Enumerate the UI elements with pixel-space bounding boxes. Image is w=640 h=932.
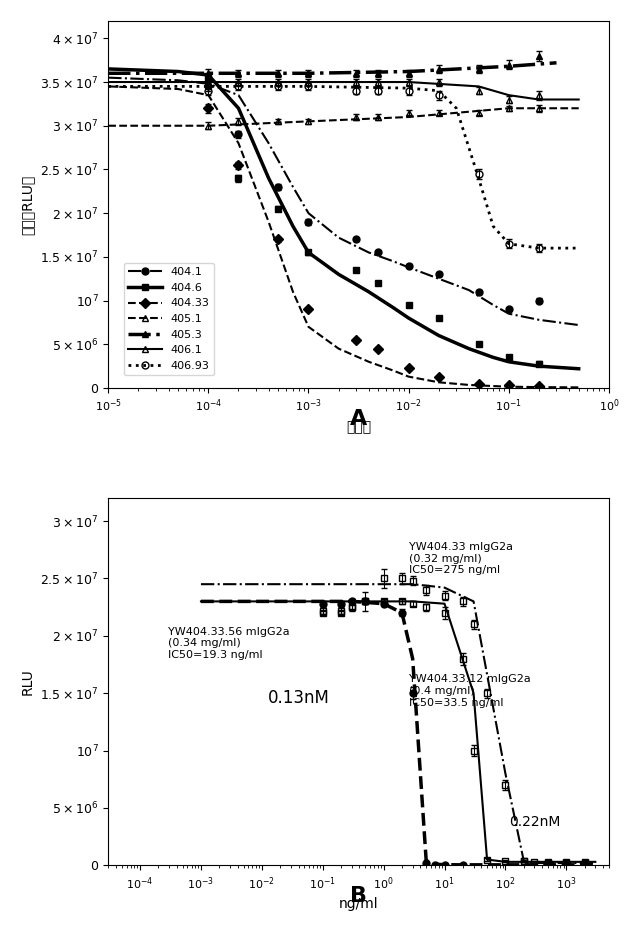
Text: 0.22nM: 0.22nM [509,815,560,829]
Y-axis label: RLU: RLU [21,668,35,695]
Text: YW404.33.56 mIgG2a
(0.34 mg/ml)
IC50=19.3 ng/ml: YW404.33.56 mIgG2a (0.34 mg/ml) IC50=19.… [168,626,290,660]
Text: A: A [350,409,367,429]
Y-axis label: 発光（RLU）: 発光（RLU） [21,174,35,235]
Text: YW404.33 mIgG2a
(0.32 mg/ml)
IC50=275 ng/ml: YW404.33 mIgG2a (0.32 mg/ml) IC50=275 ng… [408,542,513,575]
Legend: 404.1, 404.6, 404.33, 405.1, 405.3, 406.1, 406.93: 404.1, 404.6, 404.33, 405.1, 405.3, 406.… [124,263,214,375]
Text: YW404.33.12 mIgG2a
(0.4 mg/ml)
IC50=33.5 ng/ml: YW404.33.12 mIgG2a (0.4 mg/ml) IC50=33.5… [408,675,531,707]
Text: 0.13nM: 0.13nM [268,689,330,707]
X-axis label: 希釈率: 希釈率 [346,419,371,434]
Text: B: B [350,886,367,906]
X-axis label: ng/ml: ng/ml [339,898,378,911]
